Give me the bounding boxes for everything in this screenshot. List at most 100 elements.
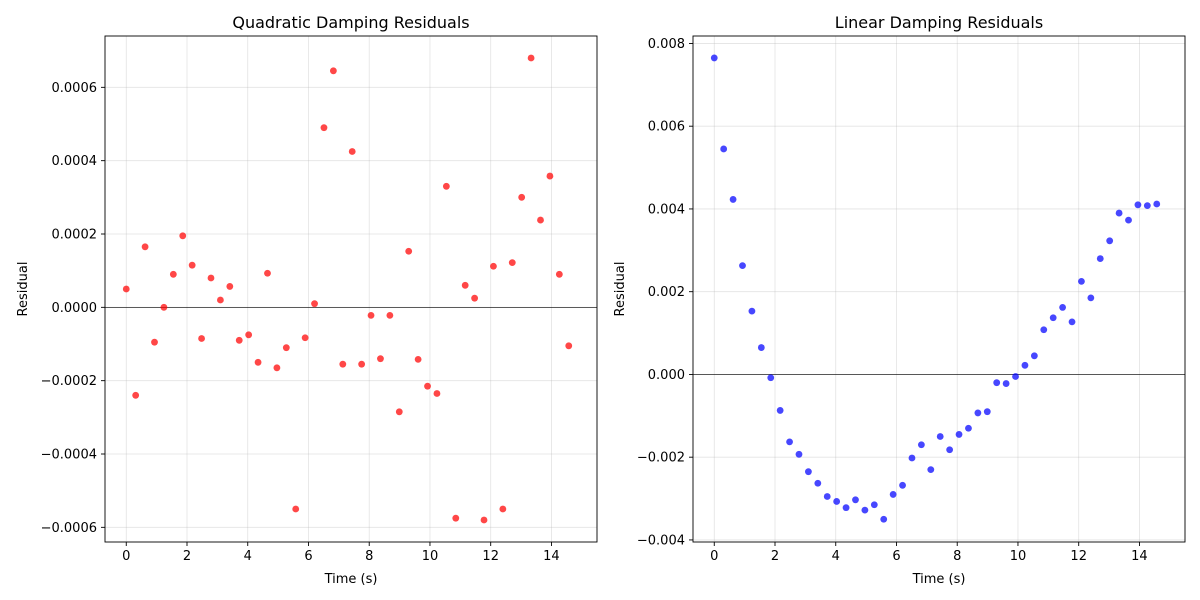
- x-tick-label: 4: [832, 549, 840, 564]
- y-tick-label: 0.006: [648, 120, 685, 135]
- data-point: [339, 360, 347, 368]
- data-points: [710, 54, 1161, 523]
- data-point: [132, 391, 140, 399]
- data-point: [974, 409, 982, 417]
- x-tick-label: 10: [422, 549, 439, 564]
- y-tick-label: −0.004: [637, 533, 685, 548]
- data-point: [786, 438, 793, 446]
- data-point: [377, 355, 384, 363]
- y-tick-label: −0.0004: [41, 448, 97, 463]
- data-point: [235, 336, 243, 344]
- data-point: [1096, 255, 1104, 262]
- data-points: [122, 54, 573, 524]
- plot-frame: [692, 35, 1186, 543]
- data-point: [311, 300, 318, 308]
- y-tick-label: 0.002: [648, 285, 685, 300]
- grid: [105, 36, 597, 542]
- data-point: [433, 390, 441, 397]
- y-ticks: −0.0006 −0.0004 −0.0002 0.0000 0.0002 0.0004 0…: [41, 81, 105, 536]
- data-point: [226, 283, 234, 290]
- data-point: [273, 364, 281, 372]
- data-point: [757, 344, 765, 351]
- data-point: [842, 504, 850, 512]
- data-point: [198, 335, 205, 342]
- data-point: [852, 496, 859, 504]
- data-point: [861, 506, 869, 514]
- data-point: [720, 145, 728, 153]
- data-point: [141, 243, 149, 251]
- data-point: [1087, 294, 1095, 302]
- data-point: [207, 274, 215, 282]
- data-point: [1021, 361, 1029, 369]
- data-point: [452, 514, 460, 522]
- data-point: [917, 441, 925, 449]
- x-tick-label: 12: [1070, 549, 1087, 564]
- y-tick-label: 0.0004: [52, 154, 98, 169]
- data-point: [122, 285, 130, 293]
- data-point: [1106, 237, 1114, 245]
- x-tick-label: 8: [365, 549, 373, 564]
- data-point: [1002, 380, 1010, 387]
- data-point: [292, 505, 300, 513]
- y-tick-label: 0.0000: [52, 301, 98, 316]
- data-point: [814, 479, 822, 487]
- data-point: [833, 498, 841, 505]
- y-tick-label: 0.000: [648, 368, 685, 383]
- data-point: [908, 454, 916, 462]
- data-point: [358, 360, 366, 368]
- data-point: [537, 216, 544, 224]
- data-point: [889, 491, 897, 498]
- data-point: [348, 148, 356, 155]
- data-point: [282, 344, 290, 352]
- x-tick-label: 0: [122, 549, 130, 564]
- x-tick-label: 6: [892, 549, 900, 564]
- data-point: [471, 294, 479, 302]
- data-point: [188, 261, 196, 269]
- data-point: [1143, 202, 1151, 210]
- data-point: [823, 493, 831, 500]
- chart-title: Linear Damping Residuals: [835, 13, 1043, 32]
- data-point: [776, 407, 784, 414]
- y-ticks: −0.004 −0.002 0.000 0.002 0.004 0.006 0.008: [637, 37, 693, 548]
- data-point: [936, 433, 944, 440]
- y-tick-label: 0.0002: [52, 228, 98, 243]
- x-tick-label: 10: [1010, 549, 1027, 564]
- data-point: [151, 338, 158, 346]
- data-point: [729, 196, 737, 203]
- x-tick-label: 2: [771, 549, 779, 564]
- x-tick-label: 8: [953, 549, 961, 564]
- data-point: [254, 358, 262, 366]
- data-point: [301, 334, 309, 342]
- data-point: [795, 450, 803, 458]
- data-point: [983, 408, 991, 416]
- x-axis-label: Time (s): [324, 572, 378, 587]
- data-point: [1125, 216, 1132, 224]
- plot-frame: [104, 35, 598, 543]
- data-point: [490, 262, 497, 270]
- y-tick-label: 0.0006: [52, 81, 98, 96]
- data-point: [710, 54, 718, 62]
- y-tick-label: −0.002: [637, 451, 685, 466]
- chart-title: Quadratic Damping Residuals: [232, 13, 469, 32]
- data-point: [993, 379, 1001, 387]
- y-tick-label: 0.008: [648, 37, 685, 52]
- data-point: [1040, 326, 1048, 334]
- data-point: [395, 408, 403, 416]
- data-point: [1059, 304, 1067, 311]
- x-tick-label: 0: [710, 549, 718, 564]
- x-tick-label: 6: [304, 549, 312, 564]
- data-point: [480, 516, 488, 524]
- data-point: [405, 247, 413, 255]
- data-point: [508, 259, 516, 266]
- data-point: [880, 515, 888, 523]
- data-point: [739, 262, 746, 270]
- data-point: [367, 312, 375, 319]
- data-point: [1078, 277, 1085, 285]
- data-point: [1012, 373, 1019, 380]
- data-point: [442, 182, 450, 190]
- data-point: [169, 270, 177, 278]
- data-point: [1068, 318, 1076, 326]
- data-point: [965, 424, 972, 432]
- y-tick-label: 0.004: [648, 202, 685, 217]
